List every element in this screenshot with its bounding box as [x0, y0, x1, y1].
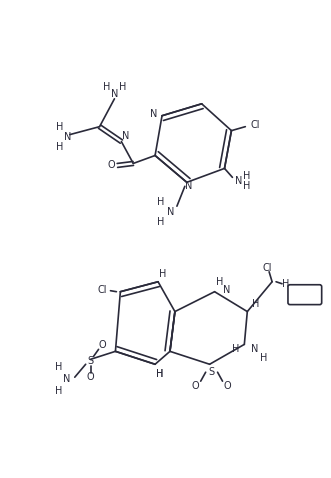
Text: H: H — [243, 172, 250, 181]
Text: O: O — [192, 381, 200, 391]
Text: O: O — [224, 381, 231, 391]
Text: N: N — [185, 181, 193, 191]
Text: H: H — [252, 299, 259, 309]
Text: N: N — [167, 207, 175, 217]
Text: N: N — [235, 176, 242, 186]
Text: H: H — [282, 279, 290, 289]
Text: O: O — [108, 161, 115, 171]
Text: H: H — [56, 141, 64, 152]
FancyBboxPatch shape — [288, 285, 322, 304]
Text: H: H — [56, 122, 64, 131]
Text: H: H — [216, 277, 223, 287]
Text: H: H — [103, 82, 110, 92]
Text: H: H — [55, 362, 63, 372]
Text: H: H — [156, 369, 164, 379]
Text: N: N — [251, 344, 258, 354]
Text: H: H — [157, 197, 165, 207]
Text: H: H — [157, 217, 165, 227]
Text: N: N — [150, 109, 157, 119]
Text: H: H — [156, 369, 164, 379]
Text: H: H — [55, 386, 63, 396]
Text: N: N — [63, 374, 71, 384]
Text: Cl: Cl — [262, 263, 272, 273]
Text: Cl: Cl — [98, 285, 107, 295]
Text: Abs: Abs — [297, 284, 313, 293]
Text: H: H — [243, 181, 250, 191]
Text: H: H — [119, 82, 126, 92]
Text: H: H — [159, 269, 167, 279]
Text: N: N — [111, 89, 118, 99]
Text: N: N — [64, 131, 71, 141]
Text: H: H — [260, 353, 268, 363]
Text: N: N — [122, 130, 129, 141]
Text: O: O — [87, 372, 94, 382]
Text: O: O — [99, 340, 106, 350]
Text: S: S — [209, 367, 215, 377]
Text: Cl: Cl — [251, 120, 260, 130]
Text: N: N — [223, 285, 230, 295]
Text: H: H — [232, 344, 239, 354]
Text: S: S — [88, 356, 94, 366]
